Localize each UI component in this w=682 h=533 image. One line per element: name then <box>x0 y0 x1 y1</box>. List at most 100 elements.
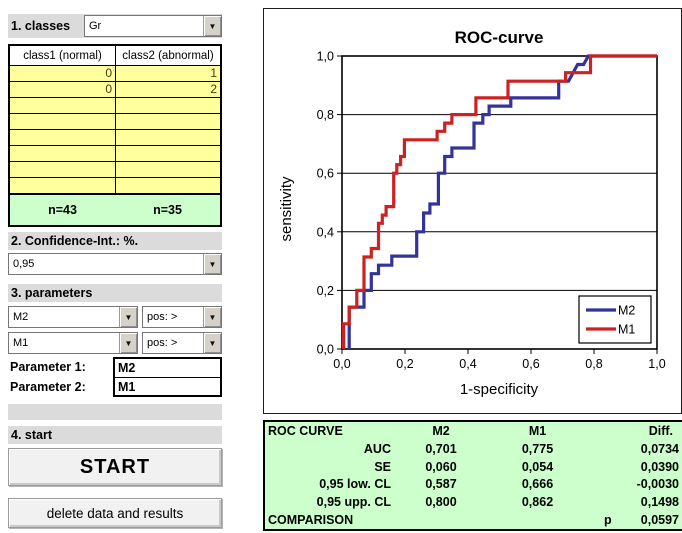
start-button[interactable]: START <box>8 448 222 486</box>
svg-text:1,0: 1,0 <box>648 357 665 371</box>
results-comparison-row: COMPARISON p 0,0597 <box>265 511 682 529</box>
classes-table-totals: n=43 n=35 <box>10 193 220 225</box>
class-table-cell[interactable]: 0 <box>105 66 112 80</box>
class-table-cell[interactable] <box>10 162 115 177</box>
classes-dropdown-value: Gr <box>89 20 102 32</box>
dropdown-arrow-icon[interactable]: ▼ <box>203 254 221 274</box>
results-header-title: ROC CURVE <box>268 423 343 438</box>
parameter1-label: Parameter 1: <box>10 360 86 374</box>
legend-label: M1 <box>618 323 635 337</box>
roc-chart: ROC-curve 0,0 0,2 0,4 0,6 0,8 1,0 0,0 0,2 0,4 0,6 0… <box>263 8 682 414</box>
class-table-row <box>10 161 220 177</box>
svg-text:0,8: 0,8 <box>585 357 602 371</box>
svg-text:0,2: 0,2 <box>396 357 413 371</box>
n-abnormal: n=35 <box>153 203 182 217</box>
results-header-m2: M2 <box>432 423 450 438</box>
results-header-row: ROC CURVE M2 M1 Diff. <box>265 422 682 440</box>
series-M2 <box>347 54 657 349</box>
svg-text:0,6: 0,6 <box>522 357 539 371</box>
parameter1-value-cell[interactable]: M2 <box>118 361 136 375</box>
results-cell: AUC <box>363 441 391 456</box>
n-normal: n=43 <box>48 203 77 217</box>
class-table-row <box>10 145 220 161</box>
class-table-cell[interactable]: 0 <box>105 82 112 96</box>
class-table-cell[interactable] <box>10 146 115 161</box>
parameters-section-bar: 3. parameters <box>8 284 222 302</box>
svg-text:0,4: 0,4 <box>459 357 476 371</box>
class-table-cell[interactable]: 1 <box>115 66 220 81</box>
results-cell: 0,775 <box>521 441 554 456</box>
results-cell: 0,0734 <box>640 441 679 456</box>
class-table-cell[interactable] <box>115 146 220 161</box>
class-table-cell[interactable]: 2 <box>115 82 220 97</box>
dropdown-arrow-icon[interactable]: ▼ <box>119 333 137 353</box>
results-cell: 0,701 <box>425 441 457 456</box>
results-row: SE 0,060 0,054 0,0390 <box>265 458 682 476</box>
class-table-cell[interactable] <box>115 162 220 177</box>
p-value: 0,0597 <box>640 513 679 528</box>
results-header-diff: Diff. <box>648 423 673 438</box>
start-section-bar: 4. start <box>8 426 222 444</box>
class-table-cell[interactable] <box>10 130 115 145</box>
class-table-cell[interactable] <box>115 98 220 113</box>
svg-text:0,8: 0,8 <box>317 108 334 122</box>
classes-dropdown[interactable]: Gr ▼ <box>84 15 222 37</box>
results-cell: SE <box>374 459 391 474</box>
legend-box <box>578 295 652 344</box>
parameters-step-label: 3. parameters <box>11 286 93 300</box>
dropdown-arrow-icon[interactable]: ▼ <box>119 307 137 327</box>
svg-text:0,0: 0,0 <box>333 357 350 371</box>
legend-label: M2 <box>618 304 635 318</box>
dropdown-arrow-icon[interactable]: ▼ <box>203 16 221 36</box>
results-row: 0,95 low. CL 0,587 0,666 -0,0030 <box>265 475 682 493</box>
confidence-dropdown-value: 0,95 <box>13 258 35 270</box>
parameter2-value-cell[interactable]: M1 <box>115 377 220 396</box>
parameter-values-box: M2 M1 <box>113 357 222 397</box>
confidence-dropdown[interactable]: 0,95 ▼ <box>8 253 222 275</box>
class-table-cell[interactable] <box>10 114 115 129</box>
class-table-cell[interactable] <box>115 114 220 129</box>
svg-text:0,6: 0,6 <box>317 167 334 181</box>
class-table-cell[interactable] <box>115 178 220 193</box>
delete-data-button[interactable]: delete data and results <box>8 498 222 528</box>
results-cell: -0,0030 <box>636 477 679 492</box>
parameter2-label: Parameter 2: <box>10 380 86 394</box>
start-step-label: 4. start <box>11 428 52 442</box>
results-cell: 0,800 <box>425 495 457 510</box>
parameter2-dropdown[interactable]: M1 ▼ <box>8 332 138 354</box>
results-table: ROC CURVE M2 M1 Diff. AUC 0,701 0,775 0,073… <box>263 420 682 531</box>
parameter1-dropdown-value: M2 <box>13 311 29 323</box>
svg-text:0,2: 0,2 <box>317 284 334 298</box>
class-table-cell[interactable] <box>10 98 115 113</box>
class-table-cell[interactable] <box>10 178 115 193</box>
class1-header: class1 (normal) <box>23 49 102 62</box>
parameter2-pos-value: pos: > <box>147 337 178 349</box>
y-axis-label: sensitivity <box>278 176 295 242</box>
classes-table-header: class1 (normal) class2 (abnormal) <box>10 46 220 65</box>
confidence-step-label: 2. Confidence-Int.: %. <box>11 234 139 248</box>
results-row: 0,95 upp. CL 0,800 0,862 0,1498 <box>265 493 682 511</box>
roc-chart-svg: ROC-curve 0,0 0,2 0,4 0,6 0,8 1,0 0,0 0,2 0,4 0,6 0… <box>278 28 666 398</box>
spacer-bar <box>8 404 222 420</box>
confidence-section-bar: 2. Confidence-Int.: %. <box>8 232 222 250</box>
parameter2-pos-dropdown[interactable]: pos: > ▼ <box>142 332 222 354</box>
results-cell: 0,0390 <box>640 459 679 474</box>
results-cell: 0,666 <box>521 477 554 492</box>
dropdown-arrow-icon[interactable]: ▼ <box>203 333 221 353</box>
parameter1-pos-dropdown[interactable]: pos: > ▼ <box>142 306 222 328</box>
dropdown-arrow-icon[interactable]: ▼ <box>203 307 221 327</box>
class-table-row <box>10 129 220 145</box>
results-cell: 0,95 upp. CL <box>316 495 391 510</box>
p-label: p <box>604 513 612 528</box>
class-table-row <box>10 113 220 129</box>
results-cell: 0,95 low. CL <box>319 477 391 492</box>
class-table-cell[interactable] <box>115 130 220 145</box>
results-cell: 0,862 <box>521 495 554 510</box>
parameter1-pos-value: pos: > <box>147 311 178 323</box>
parameter1-dropdown[interactable]: M2 ▼ <box>8 306 138 328</box>
results-cell: 0,587 <box>425 477 457 492</box>
